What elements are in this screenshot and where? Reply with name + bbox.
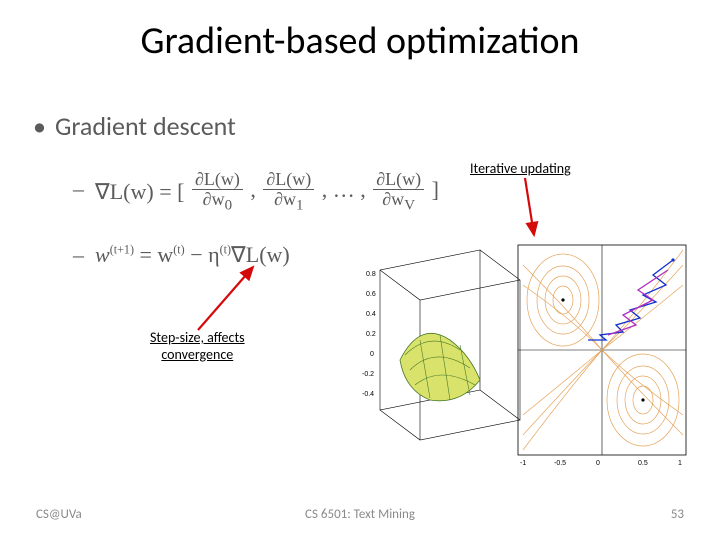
svg-text:0: 0 [596,460,600,467]
arrow-iterative [500,175,560,245]
footer-page-number: 53 [671,507,684,522]
frac-num: ∂L(w) [266,169,311,189]
eq2-sup2: (t) [173,243,184,257]
frac-num: ∂L(w) [195,169,240,189]
svg-text:-0.2: -0.2 [362,371,374,378]
svg-text:-0.5: -0.5 [554,460,566,467]
sub-1: 1 [296,197,304,213]
eq2-mid: = w [134,242,173,267]
frac-den: ∂w [382,189,404,209]
svg-text:0.5: 0.5 [638,460,648,467]
figure-area: 0.8 0.6 0.4 0.2 0 -0.2 -0.4 0 -0.5 -1 0.5 1 [360,240,690,480]
eq2-sup1: (t+1) [110,243,134,257]
svg-text:0: 0 [370,351,374,358]
footer-center: CS 6501: Text Mining [0,507,720,522]
svg-text:0.6: 0.6 [366,291,376,298]
frac-v: ∂L(w) ∂wV [373,170,424,214]
eq1-prefix: ∇L(w) = [ [95,179,184,205]
frac-den: ∂w [274,189,296,209]
contour-plot: 0 -0.5 -1 0.5 1 [518,245,686,467]
svg-text:0.2: 0.2 [366,331,376,338]
eq1-sep1: , [250,177,261,202]
eq2-w1: w [95,242,110,267]
frac-0: ∂L(w) ∂w0 [192,170,243,214]
eq1-suffix: ] [432,177,439,202]
svg-text:0.4: 0.4 [366,311,376,318]
page-title: Gradient-based optimization [0,18,720,64]
frac-num: ∂L(w) [376,169,421,189]
equation-gradient: ∇L(w) = [ ∂L(w) ∂w0 , ∂L(w) ∂w1 , … , ∂L… [95,170,439,214]
svg-text:-1: -1 [520,460,526,467]
eq1-sep2: , … , [322,177,372,202]
eq2-sup3: (t) [220,243,231,257]
ann-step-l2: convergence [161,346,233,363]
frac-1: ∂L(w) ∂w1 [263,170,314,214]
arrow-stepsize [190,262,270,337]
sub-0: 0 [225,197,233,213]
svg-text:-0.4: -0.4 [362,391,374,398]
svg-text:0.8: 0.8 [366,271,376,278]
surface-3d: 0.8 0.6 0.4 0.2 0 -0.2 -0.4 [362,250,520,440]
frac-den: ∂w [203,189,225,209]
bullet-gradient-descent: Gradient descent [55,110,236,142]
sub-v: V [404,197,415,213]
svg-text:1: 1 [678,460,682,467]
